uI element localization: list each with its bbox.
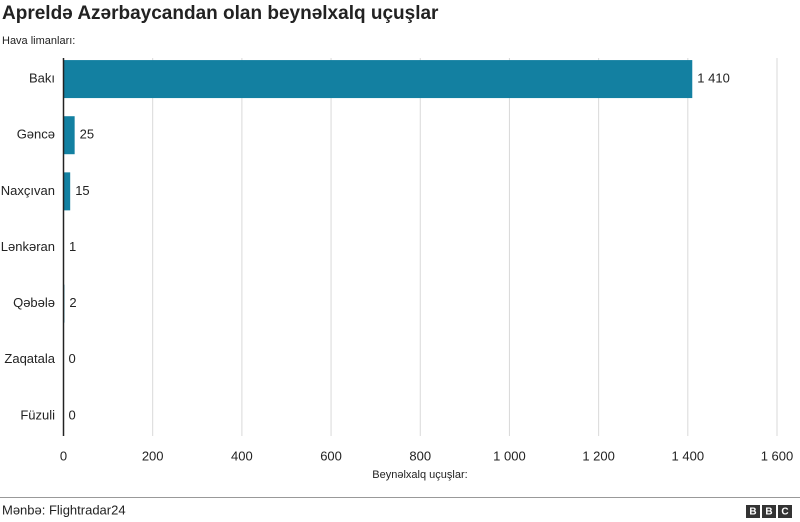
y-axis-label: Hava limanları: xyxy=(2,35,75,47)
value-label: 25 xyxy=(80,127,94,142)
chart-title: Apreldə Azərbaycandan olan beynəlxalq uç… xyxy=(2,3,439,24)
y-tick-label: Naxçıvan xyxy=(1,183,55,198)
y-tick-label: Gəncə xyxy=(17,127,55,142)
bar xyxy=(63,116,75,155)
bar xyxy=(63,172,71,211)
y-tick-label: Qəbələ xyxy=(13,295,55,310)
logo-letter: B xyxy=(749,507,756,518)
x-tick-label: 400 xyxy=(231,448,253,463)
x-tick-label: 1 000 xyxy=(493,448,526,463)
value-label: 0 xyxy=(69,407,76,422)
x-tick-label: 1 400 xyxy=(672,448,705,463)
x-tick-label: 200 xyxy=(142,448,164,463)
logo-letter: B xyxy=(765,507,772,518)
x-tick-label: 800 xyxy=(409,448,431,463)
logo-letter: C xyxy=(781,507,788,518)
x-axis-label: Beynəlxalq uçuşlar: xyxy=(372,469,467,481)
value-label: 0 xyxy=(69,351,76,366)
value-label: 15 xyxy=(75,183,89,198)
value-label: 2 xyxy=(69,295,76,310)
x-tick-label: 1 600 xyxy=(761,448,794,463)
x-tick-label: 0 xyxy=(60,448,67,463)
value-label: 1 410 xyxy=(697,71,730,86)
y-tick-label: Lənkəran xyxy=(1,239,55,254)
value-label: 1 xyxy=(69,239,76,254)
x-tick-label: 600 xyxy=(320,448,342,463)
bar xyxy=(63,60,693,99)
source: Mənbə: Flightradar24 xyxy=(2,502,126,517)
y-tick-label: Zaqatala xyxy=(4,351,55,366)
x-tick-label: 1 200 xyxy=(582,448,615,463)
y-tick-label: Füzuli xyxy=(20,407,55,422)
y-tick-label: Bakı xyxy=(29,71,55,86)
